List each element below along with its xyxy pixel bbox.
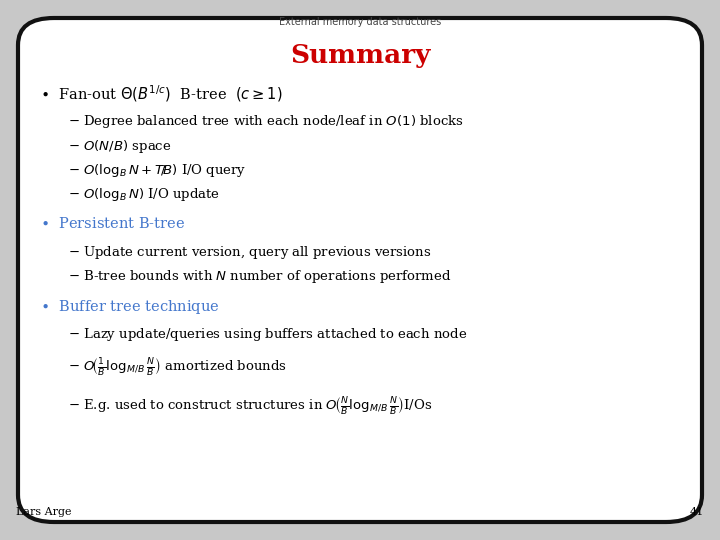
FancyBboxPatch shape [18, 18, 702, 522]
Text: $\bullet$  Persistent B-tree: $\bullet$ Persistent B-tree [40, 216, 185, 231]
Text: $-$ $O\!\left(\frac{1}{B}\log_{M/B}\frac{N}{B}\right)$ amortized bounds: $-$ $O\!\left(\frac{1}{B}\log_{M/B}\frac… [68, 356, 287, 378]
Text: $-$ $O(\log_B N + T\!/\!B)$ I/O query: $-$ $O(\log_B N + T\!/\!B)$ I/O query [68, 162, 247, 179]
Text: External memory data structures: External memory data structures [279, 17, 441, 28]
Text: $-$ $O(N/B)$ space: $-$ $O(N/B)$ space [68, 138, 172, 154]
Text: Lars Arge: Lars Arge [16, 507, 71, 517]
Text: $-$ Update current version, query all previous versions: $-$ Update current version, query all pr… [68, 244, 432, 261]
Text: $\bullet$  Fan-out $\Theta(B^{1/c})$  B-tree  $(c \geq 1)$: $\bullet$ Fan-out $\Theta(B^{1/c})$ B-tr… [40, 84, 282, 104]
Text: $-$ $O(\log_B N)$ I/O update: $-$ $O(\log_B N)$ I/O update [68, 186, 220, 203]
Text: $-$ E.g. used to construct structures in $O\!\left(\frac{N}{B}\log_{M/B}\frac{N}: $-$ E.g. used to construct structures in… [68, 395, 433, 417]
Text: $-$ Lazy update/queries using buffers attached to each node: $-$ Lazy update/queries using buffers at… [68, 326, 468, 343]
Text: $-$ Degree balanced tree with each node/leaf in $O(1)$ blocks: $-$ Degree balanced tree with each node/… [68, 113, 464, 130]
Text: 41: 41 [690, 507, 704, 517]
Text: $\bullet$  Buffer tree technique: $\bullet$ Buffer tree technique [40, 298, 219, 316]
Text: $-$ B-tree bounds with $N$ number of operations performed: $-$ B-tree bounds with $N$ number of ope… [68, 268, 452, 285]
Text: Summary: Summary [290, 43, 430, 68]
